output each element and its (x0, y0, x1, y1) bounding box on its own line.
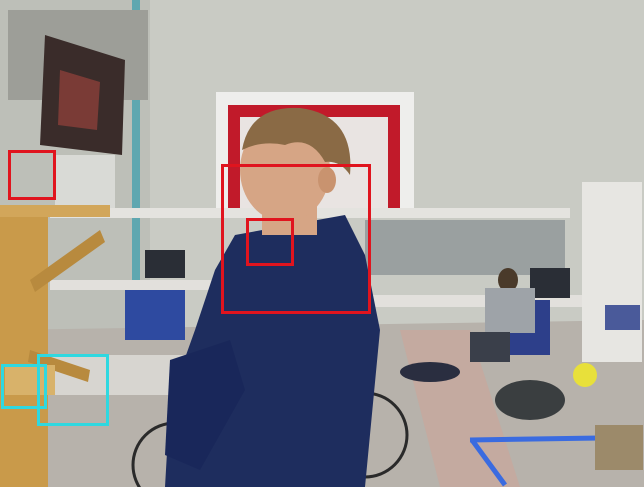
wood-post (0, 210, 48, 487)
right-shelf-item (605, 305, 640, 330)
floor-box (595, 425, 643, 470)
lab-equipment (365, 220, 565, 275)
floor-tape-diag (469, 438, 508, 487)
person-ear (318, 167, 336, 193)
seated-person-head (498, 268, 518, 292)
tv-inner (58, 70, 100, 130)
teal-pipe (132, 0, 140, 300)
person-arm (165, 340, 245, 470)
monitor-left (145, 250, 185, 278)
wood-diagonal-low (28, 350, 90, 382)
seated-person-body (485, 288, 535, 333)
backpack (495, 380, 565, 420)
right-shelf (582, 182, 642, 362)
bag-floor (400, 362, 460, 382)
bench-left (50, 280, 220, 290)
person-hair (242, 107, 351, 175)
yellow-object (573, 363, 597, 387)
monitor-right (530, 268, 570, 298)
chair-left (125, 290, 185, 340)
seated-person-legs (470, 332, 510, 362)
floor-tape (469, 435, 601, 443)
wood-diagonal (30, 230, 105, 292)
wood-block (5, 365, 55, 395)
wood-board-top (0, 205, 110, 217)
